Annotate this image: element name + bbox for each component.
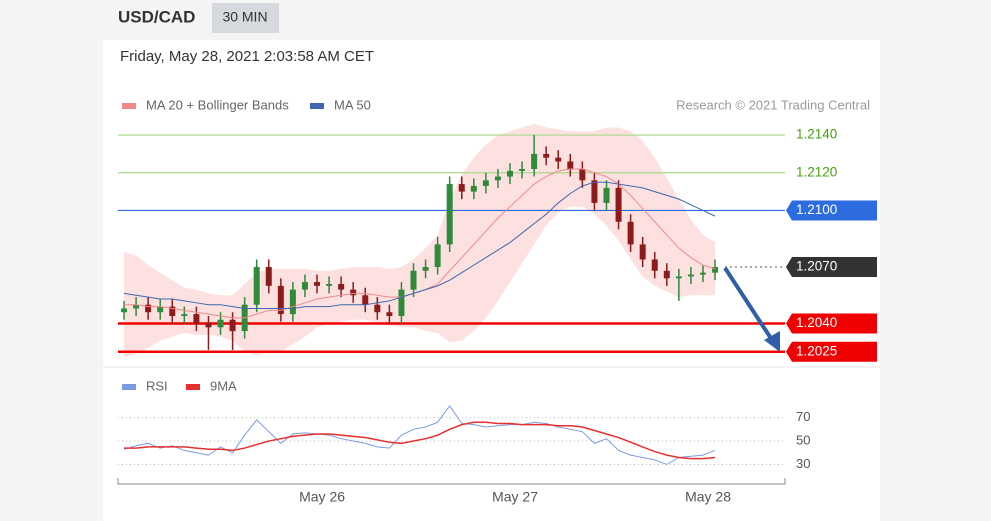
candle-body bbox=[326, 283, 333, 286]
candle-body bbox=[579, 169, 586, 181]
candle-body bbox=[627, 221, 634, 245]
candle-body bbox=[398, 289, 405, 316]
level-label: 1.2100 bbox=[796, 202, 837, 217]
level-tag bbox=[786, 313, 877, 334]
candle-body bbox=[362, 295, 369, 305]
candle-body bbox=[289, 289, 296, 315]
timeframe: 30 MIN bbox=[222, 9, 267, 25]
ma-line bbox=[123, 181, 716, 309]
candle-body bbox=[651, 259, 658, 271]
candle-body bbox=[555, 157, 562, 162]
candle-body bbox=[121, 308, 128, 313]
candle-body bbox=[410, 270, 417, 290]
timestamp: Friday, May 28, 2021 2:03:58 AM CET bbox=[120, 48, 374, 65]
candle-body bbox=[374, 304, 381, 313]
level-tag bbox=[786, 341, 877, 362]
legend-swatch bbox=[186, 384, 200, 390]
candle-body bbox=[543, 153, 550, 158]
candle-body bbox=[712, 267, 719, 273]
candle-body bbox=[422, 267, 429, 271]
x-tick-label: May 27 bbox=[492, 489, 538, 505]
candle-body bbox=[253, 267, 260, 305]
timeframe-badge bbox=[212, 3, 279, 33]
candle-body bbox=[350, 289, 357, 296]
candle-body bbox=[494, 176, 501, 181]
level-label: 1.2120 bbox=[796, 164, 837, 179]
legend-swatch bbox=[122, 103, 136, 109]
candle-body bbox=[675, 276, 682, 279]
candle-body bbox=[169, 306, 176, 316]
candle-body bbox=[639, 244, 646, 260]
candle-body bbox=[145, 304, 152, 313]
plot: MA 20 + Bollinger Bands MA 50 1.2140 1.2120… bbox=[118, 97, 877, 505]
level-label: 1.2140 bbox=[796, 127, 837, 142]
candle-body bbox=[663, 270, 670, 279]
candle-body bbox=[458, 184, 465, 192]
arrow-head bbox=[764, 331, 780, 352]
candle-body bbox=[591, 180, 598, 203]
level-label: 1.2025 bbox=[796, 343, 837, 358]
candle-body bbox=[314, 282, 321, 286]
candle-body bbox=[205, 323, 212, 328]
candle-body bbox=[265, 267, 272, 286]
candle-body bbox=[301, 282, 308, 290]
bollinger-band bbox=[124, 123, 716, 358]
y-tick-label: 50 bbox=[796, 432, 810, 447]
arrow bbox=[723, 266, 776, 345]
legend-label: MA 50 bbox=[334, 97, 371, 112]
candle-body bbox=[157, 306, 164, 313]
x-tick-label: May 28 bbox=[685, 489, 731, 505]
line-series bbox=[124, 421, 716, 460]
candle-body bbox=[338, 283, 345, 290]
candle-body bbox=[386, 312, 393, 316]
candle-body bbox=[531, 153, 538, 169]
credit: Research © 2021 Trading Central bbox=[676, 97, 870, 112]
legend-label: RSI bbox=[146, 378, 168, 393]
candle-body bbox=[470, 185, 477, 192]
legend-label: MA 20 + Bollinger Bands bbox=[146, 97, 289, 112]
candle-body bbox=[482, 180, 489, 186]
legend-label: 9MA bbox=[210, 378, 237, 393]
level-label: 1.2040 bbox=[796, 315, 837, 330]
symbol: USD/CAD bbox=[118, 7, 195, 26]
candle-body bbox=[434, 244, 441, 267]
legend-swatch bbox=[310, 103, 324, 109]
y-tick-label: 70 bbox=[796, 409, 810, 424]
candle-body bbox=[181, 314, 188, 316]
level-label: 1.2070 bbox=[796, 259, 837, 274]
candle-body bbox=[133, 304, 140, 309]
x-axis bbox=[117, 478, 786, 485]
candle-body bbox=[687, 274, 694, 277]
candle-body bbox=[446, 184, 453, 245]
level-tag bbox=[786, 257, 877, 277]
y-tick-label: 30 bbox=[796, 456, 810, 471]
candle-body bbox=[567, 161, 574, 169]
legend-swatch bbox=[122, 384, 136, 390]
candle-body bbox=[699, 272, 706, 275]
x-tick-label: May 26 bbox=[299, 489, 345, 505]
candle-body bbox=[615, 187, 622, 222]
line-series bbox=[123, 404, 716, 466]
candle-body bbox=[277, 285, 284, 315]
candle-body bbox=[193, 314, 200, 324]
candle-body bbox=[519, 169, 526, 171]
candle-body bbox=[506, 170, 513, 177]
candle-body bbox=[603, 187, 610, 203]
level-tag bbox=[786, 200, 877, 221]
candle-body bbox=[217, 319, 224, 328]
candle-body bbox=[229, 319, 236, 332]
